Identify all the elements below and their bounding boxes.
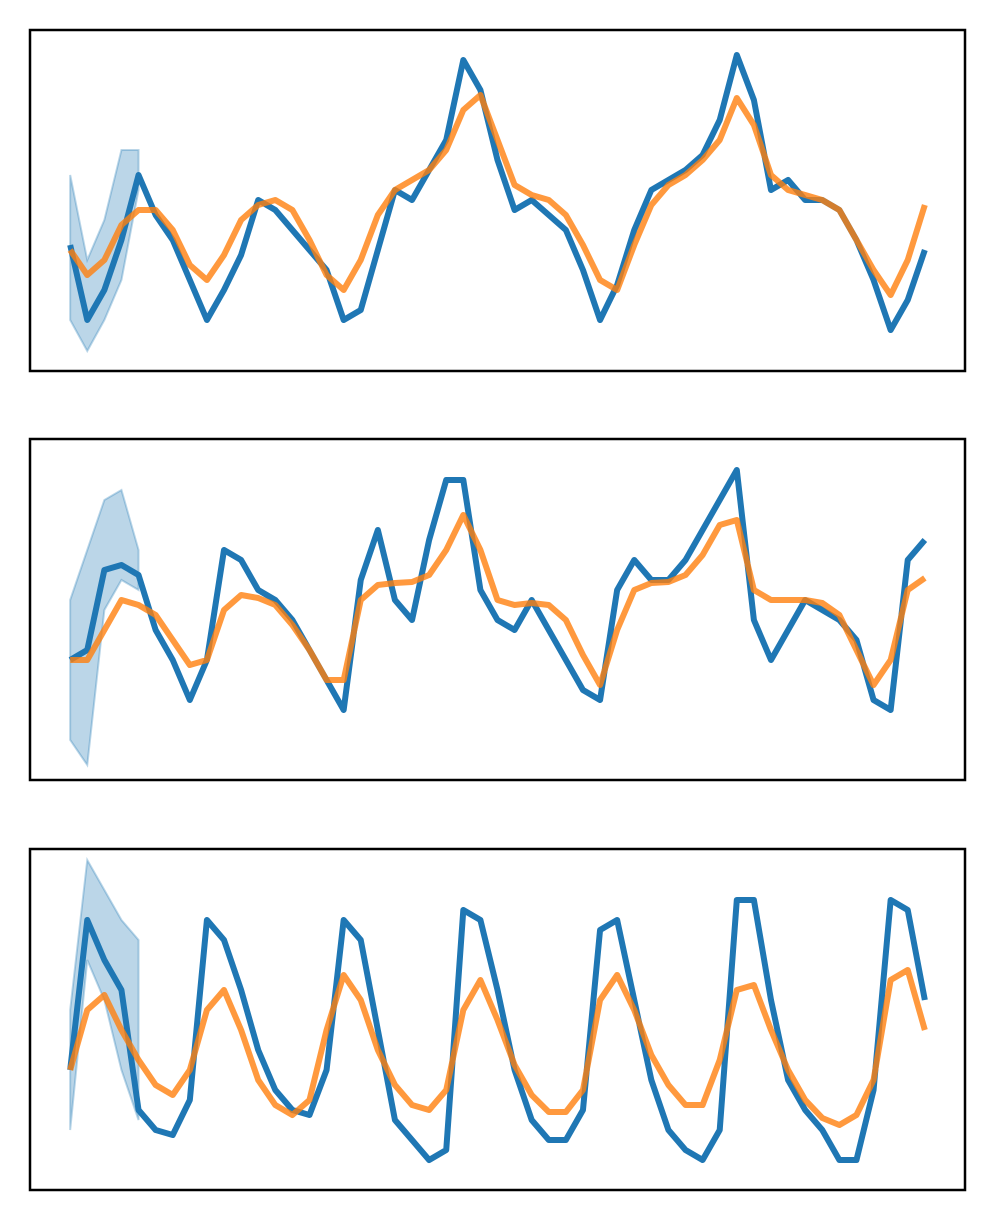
axes-frame [28,847,967,1192]
series-line [67,967,928,1128]
series-line [67,92,928,298]
confidence-band [69,488,140,768]
axes-frame [28,437,967,782]
axes-frame [28,28,967,373]
series-line [70,512,927,688]
series-line [68,467,928,713]
confidence-band [69,149,140,354]
